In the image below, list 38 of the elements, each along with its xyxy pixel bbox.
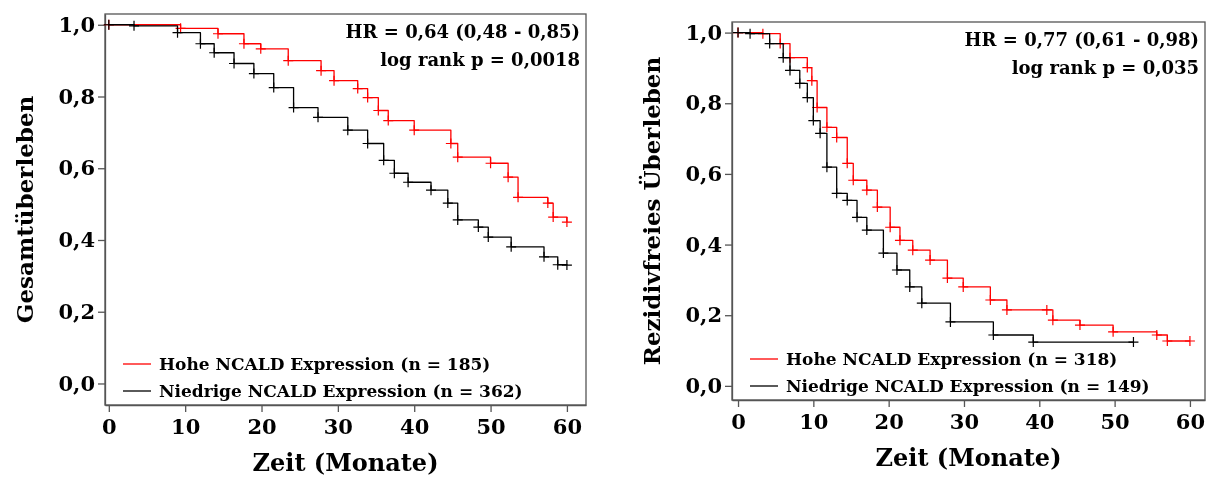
x-tick-label: 30 xyxy=(323,413,353,439)
x-tick-label: 0 xyxy=(731,408,746,434)
x-tick-label: 40 xyxy=(1025,408,1055,434)
x-tick-label: 20 xyxy=(247,413,277,439)
legend-label: Hohe NCALD Expression (n = 185) xyxy=(159,353,491,374)
y-tick-label: 0,8 xyxy=(685,90,722,116)
x-tick-label: 50 xyxy=(1100,408,1130,434)
x-axis-title: Zeit (Monate) xyxy=(252,448,439,477)
y-axis-title: Rezidivfreies Überleben xyxy=(638,56,665,366)
y-tick-label: 1,0 xyxy=(58,11,95,37)
x-tick-label: 30 xyxy=(949,408,980,434)
y-tick-label: 0,4 xyxy=(685,231,722,257)
annotation: HR = 0,77 (0,61 - 0,98) xyxy=(964,29,1199,50)
x-tick-label: 40 xyxy=(400,413,430,439)
y-tick-label: 0,2 xyxy=(58,298,95,324)
x-tick-label: 10 xyxy=(171,413,201,439)
x-tick-label: 50 xyxy=(476,413,506,439)
legend-label: Niedrige NCALD Expression (n = 149) xyxy=(786,375,1150,396)
y-tick-label: 1,0 xyxy=(685,19,722,45)
y-tick-label: 0,6 xyxy=(685,161,722,187)
y-tick-label: 0,8 xyxy=(58,83,95,109)
y-tick-label: 0,0 xyxy=(58,370,95,396)
y-axis-title: Gesamtüberleben xyxy=(11,95,38,324)
annotation: log rank p = 0,0018 xyxy=(380,49,580,70)
x-tick-label: 0 xyxy=(102,413,117,439)
y-tick-label: 0,4 xyxy=(58,227,95,253)
x-axis-title: Zeit (Monate) xyxy=(875,443,1062,472)
y-tick-label: 0,2 xyxy=(685,302,722,328)
x-tick-label: 10 xyxy=(799,408,829,434)
y-tick-label: 0,0 xyxy=(685,373,722,399)
y-tick-label: 0,6 xyxy=(58,155,95,181)
legend-label: Niedrige NCALD Expression (n = 362) xyxy=(159,380,523,401)
annotation: HR = 0,64 (0,48 - 0,85) xyxy=(345,21,580,42)
x-tick-label: 60 xyxy=(552,413,583,439)
x-tick-label: 60 xyxy=(1175,408,1206,434)
annotation: log rank p = 0,035 xyxy=(1011,57,1199,78)
legend-label: Hohe NCALD Expression (n = 318) xyxy=(786,348,1118,369)
x-tick-label: 20 xyxy=(874,408,904,434)
